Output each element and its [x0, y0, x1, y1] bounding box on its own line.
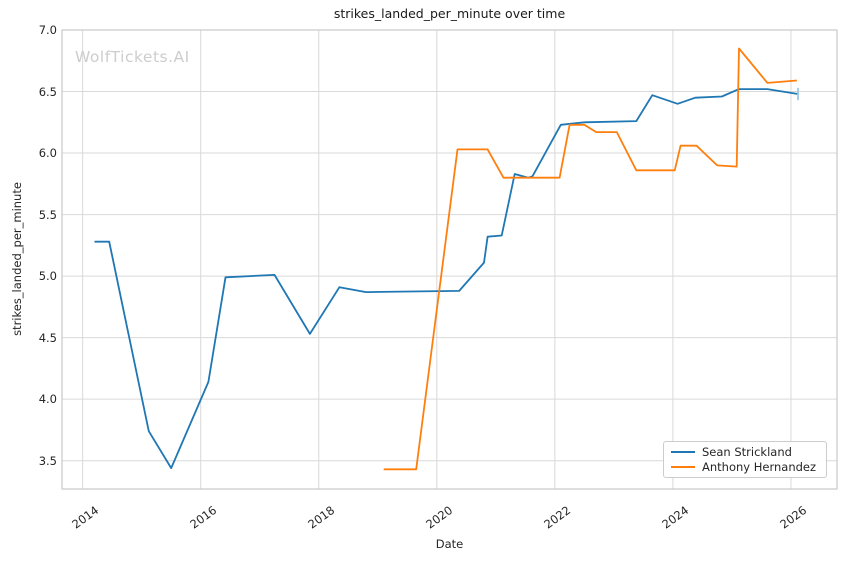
watermark: WolfTickets.AI	[75, 48, 190, 66]
legend-item-anthony-hernandez: Anthony Hernandez	[671, 460, 819, 475]
legend-label: Anthony Hernandez	[702, 459, 817, 474]
y-tick-label: 7.0	[38, 23, 57, 37]
y-tick-label: 4.0	[38, 392, 57, 407]
series-line-anthony-hernandez	[383, 47, 797, 471]
legend-line-swatch-orange	[671, 465, 695, 468]
y-axis-label: strikes_landed_per_minute	[10, 182, 24, 336]
y-tick-label: 6.0	[38, 146, 57, 161]
plot-border	[61, 29, 838, 490]
chart-title: strikes_landed_per_minute over time	[333, 6, 566, 21]
x-axis-label: Date	[435, 537, 464, 551]
legend-line-swatch-blue	[671, 451, 695, 454]
legend-item-sean-strickland: Sean Strickland	[671, 445, 819, 460]
series-line-sean-strickland	[94, 88, 799, 470]
legend-label: Sean Strickland	[702, 445, 792, 460]
legend: Sean Strickland Anthony Hernandez	[663, 441, 827, 478]
y-tick-label: 5.0	[38, 269, 57, 284]
y-tick-label: 6.5	[38, 84, 57, 99]
y-tick-label: 5.5	[38, 207, 57, 222]
y-tick-label: 4.5	[38, 330, 57, 345]
y-tick-label: 3.5	[38, 453, 57, 468]
